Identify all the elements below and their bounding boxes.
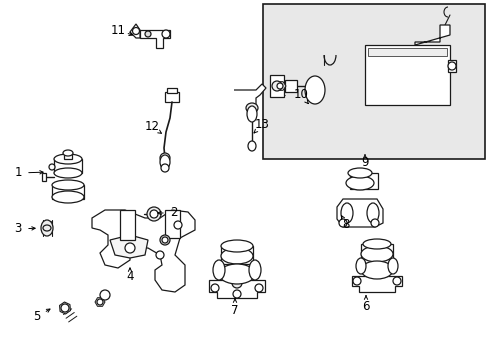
Text: 1: 1 xyxy=(14,166,21,180)
Bar xyxy=(349,173,377,189)
Bar xyxy=(120,210,135,240)
Bar xyxy=(164,92,179,102)
Bar xyxy=(221,246,252,264)
Circle shape xyxy=(132,27,139,35)
Bar xyxy=(367,48,446,56)
Ellipse shape xyxy=(160,155,170,169)
Ellipse shape xyxy=(447,62,455,70)
Ellipse shape xyxy=(360,261,392,279)
Circle shape xyxy=(100,290,110,300)
Circle shape xyxy=(160,153,170,163)
Ellipse shape xyxy=(54,168,82,178)
Polygon shape xyxy=(336,199,382,227)
Circle shape xyxy=(162,30,170,38)
Polygon shape xyxy=(414,25,449,45)
Ellipse shape xyxy=(245,103,258,113)
Ellipse shape xyxy=(161,164,169,172)
Circle shape xyxy=(392,277,400,285)
Polygon shape xyxy=(110,235,148,258)
Circle shape xyxy=(370,219,378,227)
Circle shape xyxy=(125,243,135,253)
Text: 10: 10 xyxy=(293,89,308,102)
Bar xyxy=(269,75,284,97)
Text: 6: 6 xyxy=(362,301,369,314)
Polygon shape xyxy=(208,280,264,298)
Polygon shape xyxy=(234,84,265,108)
Ellipse shape xyxy=(160,235,170,245)
Circle shape xyxy=(271,81,282,91)
Text: 11: 11 xyxy=(110,23,125,36)
Bar xyxy=(263,4,484,159)
Bar xyxy=(42,173,46,181)
Ellipse shape xyxy=(54,154,82,164)
Ellipse shape xyxy=(347,168,371,178)
Ellipse shape xyxy=(63,150,73,156)
Text: 4: 4 xyxy=(126,270,134,284)
Circle shape xyxy=(352,277,360,285)
Ellipse shape xyxy=(52,191,84,203)
Circle shape xyxy=(210,284,219,292)
Text: 7: 7 xyxy=(231,303,238,316)
Ellipse shape xyxy=(305,76,325,104)
Bar xyxy=(54,159,82,173)
Circle shape xyxy=(254,284,263,292)
Text: 5: 5 xyxy=(33,310,41,324)
Circle shape xyxy=(174,221,182,229)
Circle shape xyxy=(97,299,103,305)
Ellipse shape xyxy=(248,260,261,280)
Ellipse shape xyxy=(221,248,252,264)
Bar xyxy=(285,80,296,92)
Ellipse shape xyxy=(360,246,392,262)
Text: 12: 12 xyxy=(144,121,159,134)
Text: 13: 13 xyxy=(254,118,269,131)
Bar xyxy=(167,88,177,93)
Circle shape xyxy=(49,164,55,170)
Ellipse shape xyxy=(41,220,53,236)
Bar xyxy=(43,220,52,236)
Circle shape xyxy=(156,251,163,259)
Ellipse shape xyxy=(247,141,256,151)
Bar xyxy=(447,60,455,72)
Ellipse shape xyxy=(366,203,378,223)
Bar xyxy=(164,210,180,238)
Text: 9: 9 xyxy=(361,157,368,170)
Bar xyxy=(364,45,449,105)
Bar xyxy=(52,185,84,199)
Polygon shape xyxy=(60,302,70,314)
Ellipse shape xyxy=(346,176,373,190)
Ellipse shape xyxy=(52,180,84,190)
Circle shape xyxy=(231,278,242,288)
Ellipse shape xyxy=(219,264,254,284)
Ellipse shape xyxy=(355,258,365,274)
Ellipse shape xyxy=(147,207,161,221)
Ellipse shape xyxy=(362,239,390,249)
Ellipse shape xyxy=(213,260,224,280)
Ellipse shape xyxy=(387,258,397,274)
Polygon shape xyxy=(140,30,170,48)
Ellipse shape xyxy=(221,240,252,252)
Circle shape xyxy=(150,210,158,218)
Polygon shape xyxy=(130,24,140,38)
Circle shape xyxy=(338,219,346,227)
Polygon shape xyxy=(273,82,285,90)
Circle shape xyxy=(276,83,283,89)
Bar xyxy=(64,153,72,159)
Ellipse shape xyxy=(43,225,51,231)
Circle shape xyxy=(61,304,69,312)
Polygon shape xyxy=(92,210,195,292)
Text: 2: 2 xyxy=(170,207,177,220)
Circle shape xyxy=(232,290,241,298)
Polygon shape xyxy=(95,298,105,306)
Ellipse shape xyxy=(246,106,257,122)
Circle shape xyxy=(162,237,168,243)
Bar xyxy=(360,244,392,259)
Polygon shape xyxy=(351,276,401,292)
Text: 8: 8 xyxy=(342,217,349,230)
Circle shape xyxy=(145,31,151,37)
Ellipse shape xyxy=(340,203,352,223)
Text: 3: 3 xyxy=(14,222,21,235)
